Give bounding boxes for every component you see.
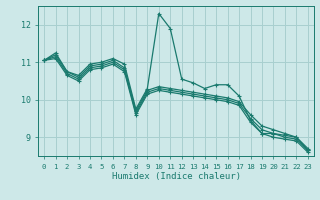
X-axis label: Humidex (Indice chaleur): Humidex (Indice chaleur) — [111, 172, 241, 181]
